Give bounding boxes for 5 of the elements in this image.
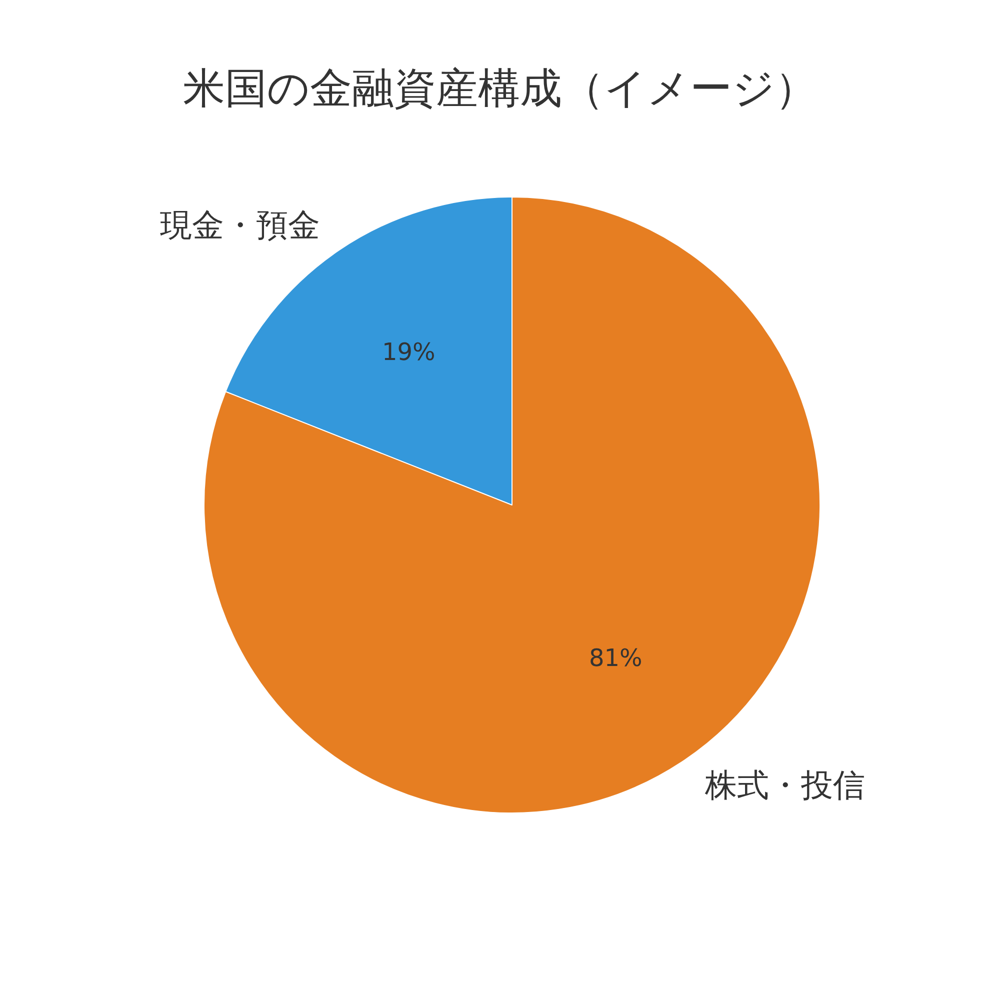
- data-label: 81%: [589, 644, 642, 672]
- slice-label: 現金・預金: [160, 206, 320, 244]
- data-label: 19%: [382, 338, 436, 366]
- slice-label: 株式・投信: [704, 766, 865, 804]
- chart-title: 米国の金融資産構成（イメージ）: [183, 64, 817, 113]
